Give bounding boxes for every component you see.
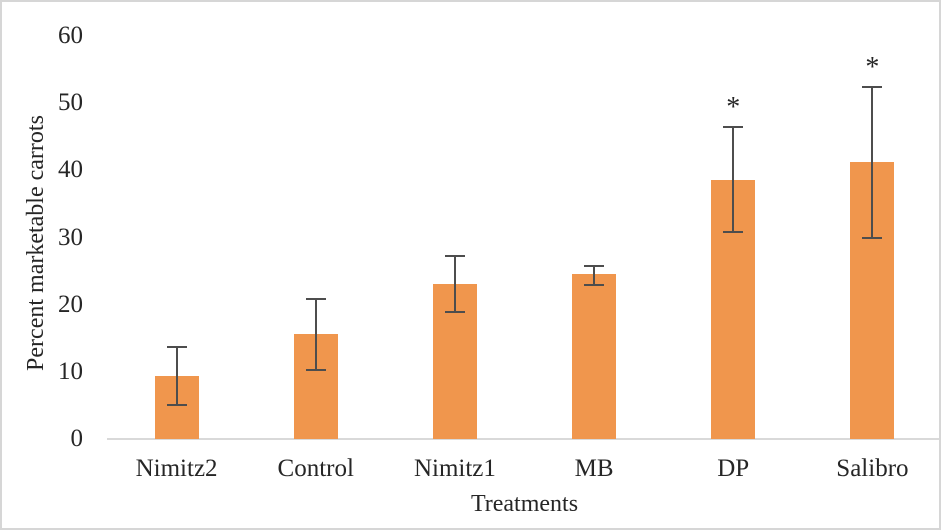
error-bar-line-mb [593,265,596,285]
error-bar-cap-bottom-nimitz2 [166,404,187,407]
y-tick-label-0: 0 [70,425,84,452]
error-bar-cap-bottom-salibro [862,236,883,239]
y-tick-label-40: 40 [58,156,83,184]
error-bar-cap-top-mb [584,264,605,267]
error-bar-cap-top-salibro [862,86,883,89]
error-bar-line-nimitz2 [175,346,178,406]
x-tick-label-dp: DP [717,455,750,482]
x-tick-label-nimitz1: Nimitz1 [413,455,496,482]
error-bar-cap-top-dp [723,126,744,129]
significance-asterisk-salibro: * [865,52,880,84]
y-tick-label-20: 20 [58,290,83,318]
error-bar-cap-bottom-dp [723,231,744,234]
error-bar-cap-bottom-nimitz1 [444,311,465,314]
x-tick-label-salibro: Salibro [836,455,909,482]
x-tick-label-control: Control [277,455,354,482]
error-bar-line-nimitz1 [453,255,456,313]
x-tick-label-nimitz2: Nimitz2 [135,455,218,482]
error-bar-cap-top-control [305,298,326,301]
bar-mb [572,274,617,439]
error-bar-cap-bottom-mb [584,283,605,286]
error-bar-cap-top-nimitz1 [444,254,465,257]
error-bar-cap-bottom-control [305,368,326,371]
significance-asterisk-dp: * [726,92,741,124]
y-tick-label-60: 60 [58,22,83,49]
y-tick-label-10: 10 [58,357,83,385]
x-tick-label-mb: MB [574,455,614,482]
x-axis-line [107,438,939,440]
error-bar-line-salibro [871,87,874,238]
y-tick-label-50: 50 [58,89,83,117]
error-bar-line-dp [732,127,735,233]
error-bar-cap-top-nimitz2 [166,345,187,348]
y-tick-label-30: 30 [58,223,83,251]
error-bar-line-control [314,299,317,370]
x-axis-title: Treatments [470,491,579,517]
